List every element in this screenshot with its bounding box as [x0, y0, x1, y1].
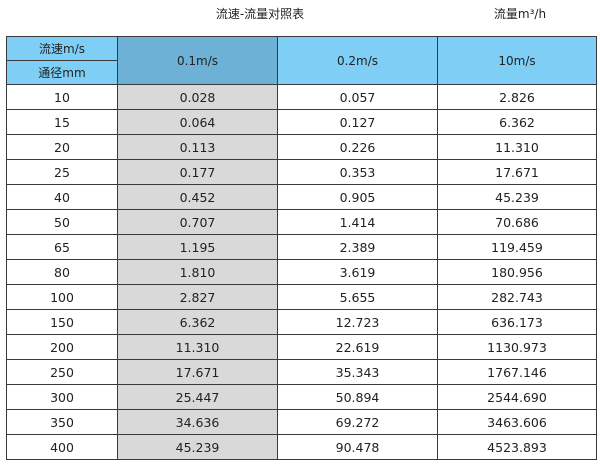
- table-row: 40 0.452 0.905 45.239: [6, 184, 597, 210]
- diameter-cell: 20: [6, 134, 118, 160]
- flow-cell: 5.655: [277, 284, 438, 310]
- flow-cell: 45.239: [117, 434, 278, 460]
- column-header: 0.2m/s: [277, 36, 438, 85]
- column-header: 0.1m/s: [117, 36, 278, 85]
- table-row: 10 0.028 0.057 2.826: [6, 84, 597, 110]
- flow-cell: 0.057: [277, 84, 438, 110]
- flow-cell: 1767.146: [437, 359, 597, 385]
- flow-cell: 90.478: [277, 434, 438, 460]
- flow-cell: 2.389: [277, 234, 438, 260]
- table-row: 400 45.239 90.478 4523.893: [6, 434, 597, 460]
- table-row: 15 0.064 0.127 6.362: [6, 109, 597, 135]
- flow-cell: 0.452: [117, 184, 278, 210]
- diameter-cell: 250: [6, 359, 118, 385]
- unit-label: 流量m³/h: [493, 7, 547, 21]
- table-row: 350 34.636 69.272 3463.606: [6, 409, 597, 435]
- diameter-header: 通径mm: [6, 60, 118, 85]
- diameter-cell: 400: [6, 434, 118, 460]
- flow-cell: 12.723: [277, 309, 438, 335]
- diameter-cell: 15: [6, 109, 118, 135]
- table-row: 100 2.827 5.655 282.743: [6, 284, 597, 310]
- flow-cell: 1130.973: [437, 334, 597, 360]
- flow-cell: 0.226: [277, 134, 438, 160]
- table-row: 80 1.810 3.619 180.956: [6, 259, 597, 285]
- flow-cell: 0.127: [277, 109, 438, 135]
- flow-cell: 1.810: [117, 259, 278, 285]
- flow-cell: 2.827: [117, 284, 278, 310]
- table-title: 流速-流量对照表: [215, 7, 305, 21]
- flow-cell: 2.826: [437, 84, 597, 110]
- flow-cell: 4523.893: [437, 434, 597, 460]
- column-header: 10m/s: [437, 36, 597, 85]
- flow-cell: 34.636: [117, 409, 278, 435]
- flow-cell: 3463.606: [437, 409, 597, 435]
- diameter-cell: 300: [6, 384, 118, 410]
- flow-cell: 119.459: [437, 234, 597, 260]
- table-row: 25 0.177 0.353 17.671: [6, 159, 597, 185]
- flow-cell: 3.619: [277, 259, 438, 285]
- flow-cell: 17.671: [437, 159, 597, 185]
- table-row: 50 0.707 1.414 70.686: [6, 209, 597, 235]
- diameter-cell: 80: [6, 259, 118, 285]
- diameter-cell: 200: [6, 334, 118, 360]
- table-row: 300 25.447 50.894 2544.690: [6, 384, 597, 410]
- flow-cell: 282.743: [437, 284, 597, 310]
- flow-cell: 17.671: [117, 359, 278, 385]
- diameter-cell: 50: [6, 209, 118, 235]
- diameter-cell: 350: [6, 409, 118, 435]
- diameter-cell: 65: [6, 234, 118, 260]
- flow-cell: 1.195: [117, 234, 278, 260]
- flow-cell: 50.894: [277, 384, 438, 410]
- table-row: 20 0.113 0.226 11.310: [6, 134, 597, 160]
- flow-cell: 2544.690: [437, 384, 597, 410]
- flow-cell: 0.353: [277, 159, 438, 185]
- flow-cell: 69.272: [277, 409, 438, 435]
- diameter-cell: 25: [6, 159, 118, 185]
- flow-cell: 6.362: [437, 109, 597, 135]
- table-row: 250 17.671 35.343 1767.146: [6, 359, 597, 385]
- flow-cell: 636.173: [437, 309, 597, 335]
- flow-cell: 0.177: [117, 159, 278, 185]
- flow-cell: 1.414: [277, 209, 438, 235]
- flow-cell: 0.113: [117, 134, 278, 160]
- flow-cell: 11.310: [117, 334, 278, 360]
- flow-cell: 0.028: [117, 84, 278, 110]
- flow-cell: 22.619: [277, 334, 438, 360]
- diameter-cell: 40: [6, 184, 118, 210]
- flow-cell: 25.447: [117, 384, 278, 410]
- flow-cell: 70.686: [437, 209, 597, 235]
- flow-table: 流速m/s 0.1m/s 0.2m/s 10m/s 通径mm 10 0.028 0.…: [6, 36, 597, 460]
- flow-cell: 0.064: [117, 109, 278, 135]
- diameter-cell: 100: [6, 284, 118, 310]
- flow-cell: 0.905: [277, 184, 438, 210]
- flow-cell: 6.362: [117, 309, 278, 335]
- flow-cell: 35.343: [277, 359, 438, 385]
- flow-cell: 180.956: [437, 259, 597, 285]
- flow-cell: 11.310: [437, 134, 597, 160]
- table-row: 200 11.310 22.619 1130.973: [6, 334, 597, 360]
- flow-cell: 45.239: [437, 184, 597, 210]
- diameter-cell: 150: [6, 309, 118, 335]
- table-row: 65 1.195 2.389 119.459: [6, 234, 597, 260]
- velocity-header: 流速m/s: [6, 36, 118, 61]
- diameter-cell: 10: [6, 84, 118, 110]
- flow-cell: 0.707: [117, 209, 278, 235]
- table-row: 150 6.362 12.723 636.173: [6, 309, 597, 335]
